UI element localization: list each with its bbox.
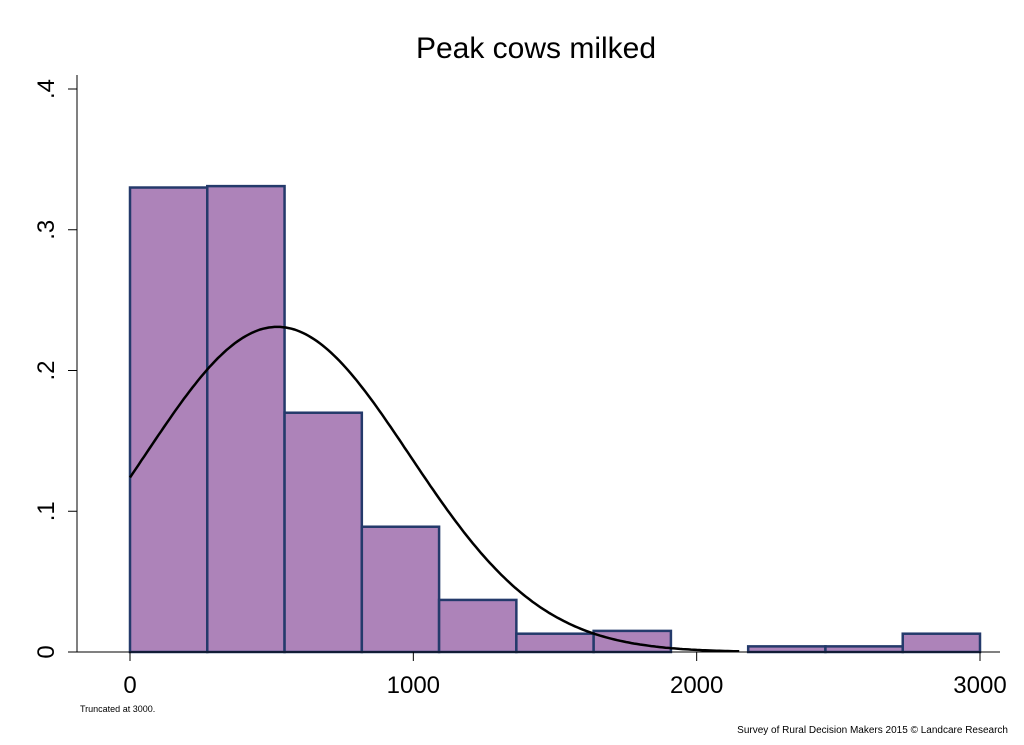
y-tick-label-0: 0 bbox=[33, 645, 60, 658]
histogram-bars bbox=[128, 184, 982, 654]
truncation-note: Truncated at 3000. bbox=[80, 704, 155, 714]
histogram-bar-3 bbox=[283, 411, 364, 654]
y-tick-label-3: .3 bbox=[33, 220, 60, 240]
histogram-bar-10 bbox=[824, 645, 904, 654]
x-tick-label-2: 2000 bbox=[670, 672, 723, 699]
histogram-bar-4 bbox=[360, 525, 441, 654]
x-axis-ticks: 0 1000 2000 3000 bbox=[123, 652, 1007, 699]
histogram-bar-5 bbox=[437, 598, 518, 654]
histogram-bar-6 bbox=[515, 632, 595, 654]
histogram-bar-7 bbox=[592, 629, 673, 654]
density-curve bbox=[128, 325, 740, 653]
y-tick-label-4: .4 bbox=[33, 79, 60, 99]
histogram-bar-9 bbox=[746, 645, 827, 654]
x-tick-label-3: 3000 bbox=[953, 672, 1006, 699]
source-footer: Survey of Rural Decision Makers 2015 © L… bbox=[737, 725, 1008, 736]
chart-title: Peak cows milked bbox=[416, 32, 656, 65]
histogram-bar-11 bbox=[901, 632, 982, 654]
y-axis-ticks: 0 .1 .2 .3 .4 bbox=[33, 79, 77, 659]
x-tick-label-1: 1000 bbox=[387, 672, 440, 699]
x-tick-label-0: 0 bbox=[123, 672, 136, 699]
y-tick-label-1: .1 bbox=[33, 501, 60, 521]
y-tick-label-2: .2 bbox=[33, 360, 60, 380]
histogram-bar-2 bbox=[206, 184, 286, 654]
